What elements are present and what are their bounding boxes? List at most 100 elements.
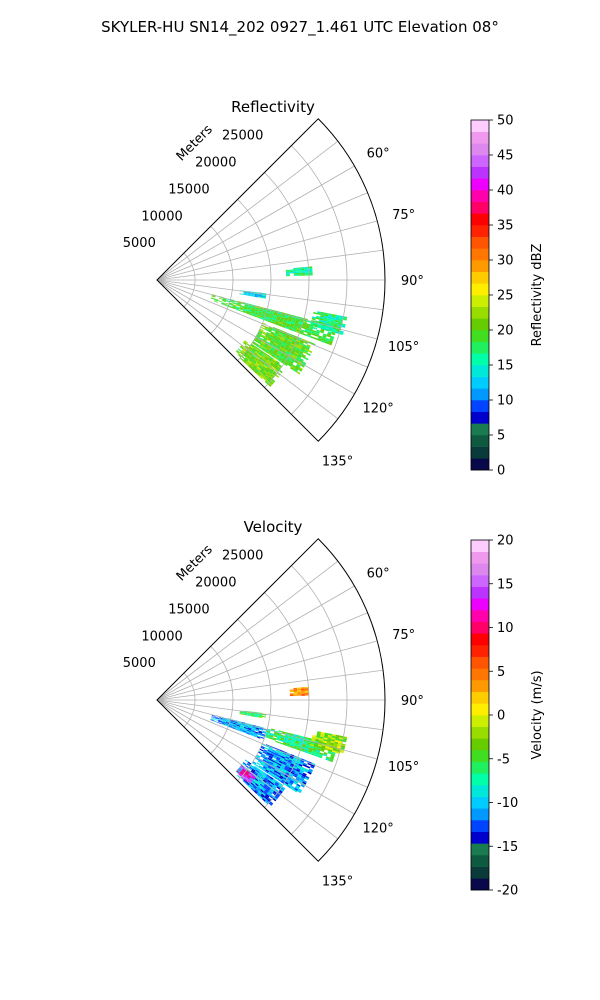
colorbar-swatch bbox=[471, 855, 489, 867]
colorbar-swatch bbox=[471, 423, 489, 436]
colorbar-tick-label: 20 bbox=[497, 534, 514, 549]
colorbar-swatch bbox=[471, 726, 489, 739]
azimuth-spoke bbox=[156, 612, 368, 701]
azimuth-spoke bbox=[156, 640, 378, 701]
colorbar-swatch bbox=[471, 645, 489, 657]
azimuth-spoke bbox=[156, 279, 339, 420]
colorbar-swatch bbox=[471, 236, 489, 249]
colorbar-tick-label: 40 bbox=[497, 184, 514, 199]
azimuth-tick-label: 135° bbox=[322, 455, 353, 470]
echo-region bbox=[210, 714, 268, 739]
range-tick-label: 20000 bbox=[195, 576, 236, 591]
colorbar-swatch bbox=[471, 330, 489, 342]
colorbar-swatch bbox=[471, 621, 489, 634]
colorbar-swatch bbox=[471, 715, 489, 727]
colorbar-swatch bbox=[471, 820, 489, 832]
echo-layer bbox=[210, 686, 348, 806]
colorbar-tick-label: -10 bbox=[497, 796, 518, 811]
azimuth-spoke bbox=[156, 699, 368, 788]
colorbar-swatch bbox=[471, 411, 489, 424]
colorbar-tick-label: 35 bbox=[497, 219, 514, 234]
colorbar-swatch bbox=[471, 131, 489, 144]
azimuth-spoke bbox=[156, 279, 378, 340]
colorbar-tick-label: 15 bbox=[497, 577, 514, 592]
colorbar-tick-label: 5 bbox=[497, 665, 505, 680]
colorbar-swatch bbox=[471, 691, 489, 704]
azimuth-tick-label: 90° bbox=[401, 274, 424, 289]
colorbar-swatch bbox=[471, 866, 489, 879]
range-tick-label: 5000 bbox=[123, 656, 156, 671]
range-tick-label: 20000 bbox=[195, 156, 236, 171]
panel-title: Reflectivity bbox=[231, 98, 315, 116]
echo-layer bbox=[210, 266, 348, 387]
echo-region bbox=[236, 765, 256, 784]
colorbar-swatch bbox=[471, 750, 489, 762]
azimuth-tick-label: 60° bbox=[367, 566, 390, 581]
echo-region bbox=[289, 686, 309, 697]
colorbar-label: Velocity (m/s) bbox=[530, 670, 545, 759]
echo-region bbox=[235, 340, 283, 387]
azimuth-spoke bbox=[156, 279, 368, 368]
colorbar-tick-label: -15 bbox=[497, 840, 518, 855]
azimuth-tick-label: 135° bbox=[322, 875, 353, 890]
colorbar-swatch bbox=[471, 283, 489, 296]
azimuth-tick-label: 75° bbox=[392, 208, 415, 223]
azimuth-spoke bbox=[156, 699, 355, 815]
colorbar-swatch bbox=[471, 668, 489, 681]
colorbar-swatch bbox=[471, 586, 489, 599]
colorbar-tick-label: 10 bbox=[497, 394, 514, 409]
reflectivity-panel: Reflectivity500010000150002000025000Mete… bbox=[123, 98, 545, 479]
colorbar-swatch bbox=[471, 155, 489, 167]
azimuth-spoke bbox=[156, 279, 355, 395]
colorbar-swatch bbox=[471, 365, 489, 377]
colorbar-swatch bbox=[471, 178, 489, 191]
colorbar-swatch bbox=[471, 633, 489, 646]
echo-region bbox=[310, 311, 348, 335]
azimuth-tick-label: 105° bbox=[388, 760, 419, 775]
range-tick-label: 10000 bbox=[141, 629, 182, 644]
colorbar-swatch bbox=[471, 388, 489, 401]
azimuth-tick-label: 60° bbox=[367, 146, 390, 161]
colorbar-swatch bbox=[471, 878, 489, 891]
colorbar-swatch bbox=[471, 318, 489, 331]
azimuth-spoke bbox=[156, 560, 339, 701]
echo-region bbox=[239, 710, 267, 718]
colorbar-swatch bbox=[471, 190, 489, 202]
range-tick-label: 25000 bbox=[222, 129, 263, 144]
azimuth-spoke bbox=[156, 585, 355, 701]
colorbar-swatch bbox=[471, 166, 489, 179]
azimuth-spoke bbox=[156, 192, 368, 281]
colorbar-swatch bbox=[471, 575, 489, 587]
grid bbox=[156, 140, 385, 420]
colorbar-swatch bbox=[471, 271, 489, 284]
azimuth-tick-label: 75° bbox=[392, 628, 415, 643]
colorbar-swatch bbox=[471, 843, 489, 856]
range-tick-label: 10000 bbox=[141, 209, 182, 224]
range-tick-label: 15000 bbox=[168, 182, 209, 197]
azimuth-tick-label: 90° bbox=[401, 694, 424, 709]
colorbar-swatch bbox=[471, 306, 489, 319]
colorbar-swatch bbox=[471, 598, 489, 611]
colorbar-swatch bbox=[471, 738, 489, 751]
colorbar-tick-label: -5 bbox=[497, 752, 510, 767]
colorbar-swatch bbox=[471, 341, 489, 354]
colorbar-swatch bbox=[471, 796, 489, 809]
colorbar: 0 5 10 15 20 25 30 35 40 45 50 Reflectivity dBZ bbox=[470, 114, 545, 479]
colorbar-swatch bbox=[471, 435, 489, 447]
azimuth-spoke bbox=[156, 249, 384, 281]
echo-region bbox=[310, 731, 348, 754]
colorbar-swatch bbox=[471, 773, 489, 786]
range-tick-label: 5000 bbox=[123, 236, 156, 251]
colorbar-tick-label: -20 bbox=[497, 884, 518, 899]
range-tick-label: 15000 bbox=[168, 602, 209, 617]
colorbar-tick-label: 45 bbox=[497, 149, 514, 164]
colorbar-tick-label: 30 bbox=[497, 254, 514, 269]
colorbar-swatch bbox=[471, 376, 489, 389]
azimuth-tick-label: 120° bbox=[362, 822, 393, 837]
colorbar-swatch bbox=[471, 143, 489, 156]
sector-outline bbox=[156, 538, 386, 862]
azimuth-spoke bbox=[156, 699, 384, 731]
colorbar-swatch bbox=[471, 785, 489, 797]
colorbar-label: Reflectivity dBZ bbox=[530, 244, 545, 347]
